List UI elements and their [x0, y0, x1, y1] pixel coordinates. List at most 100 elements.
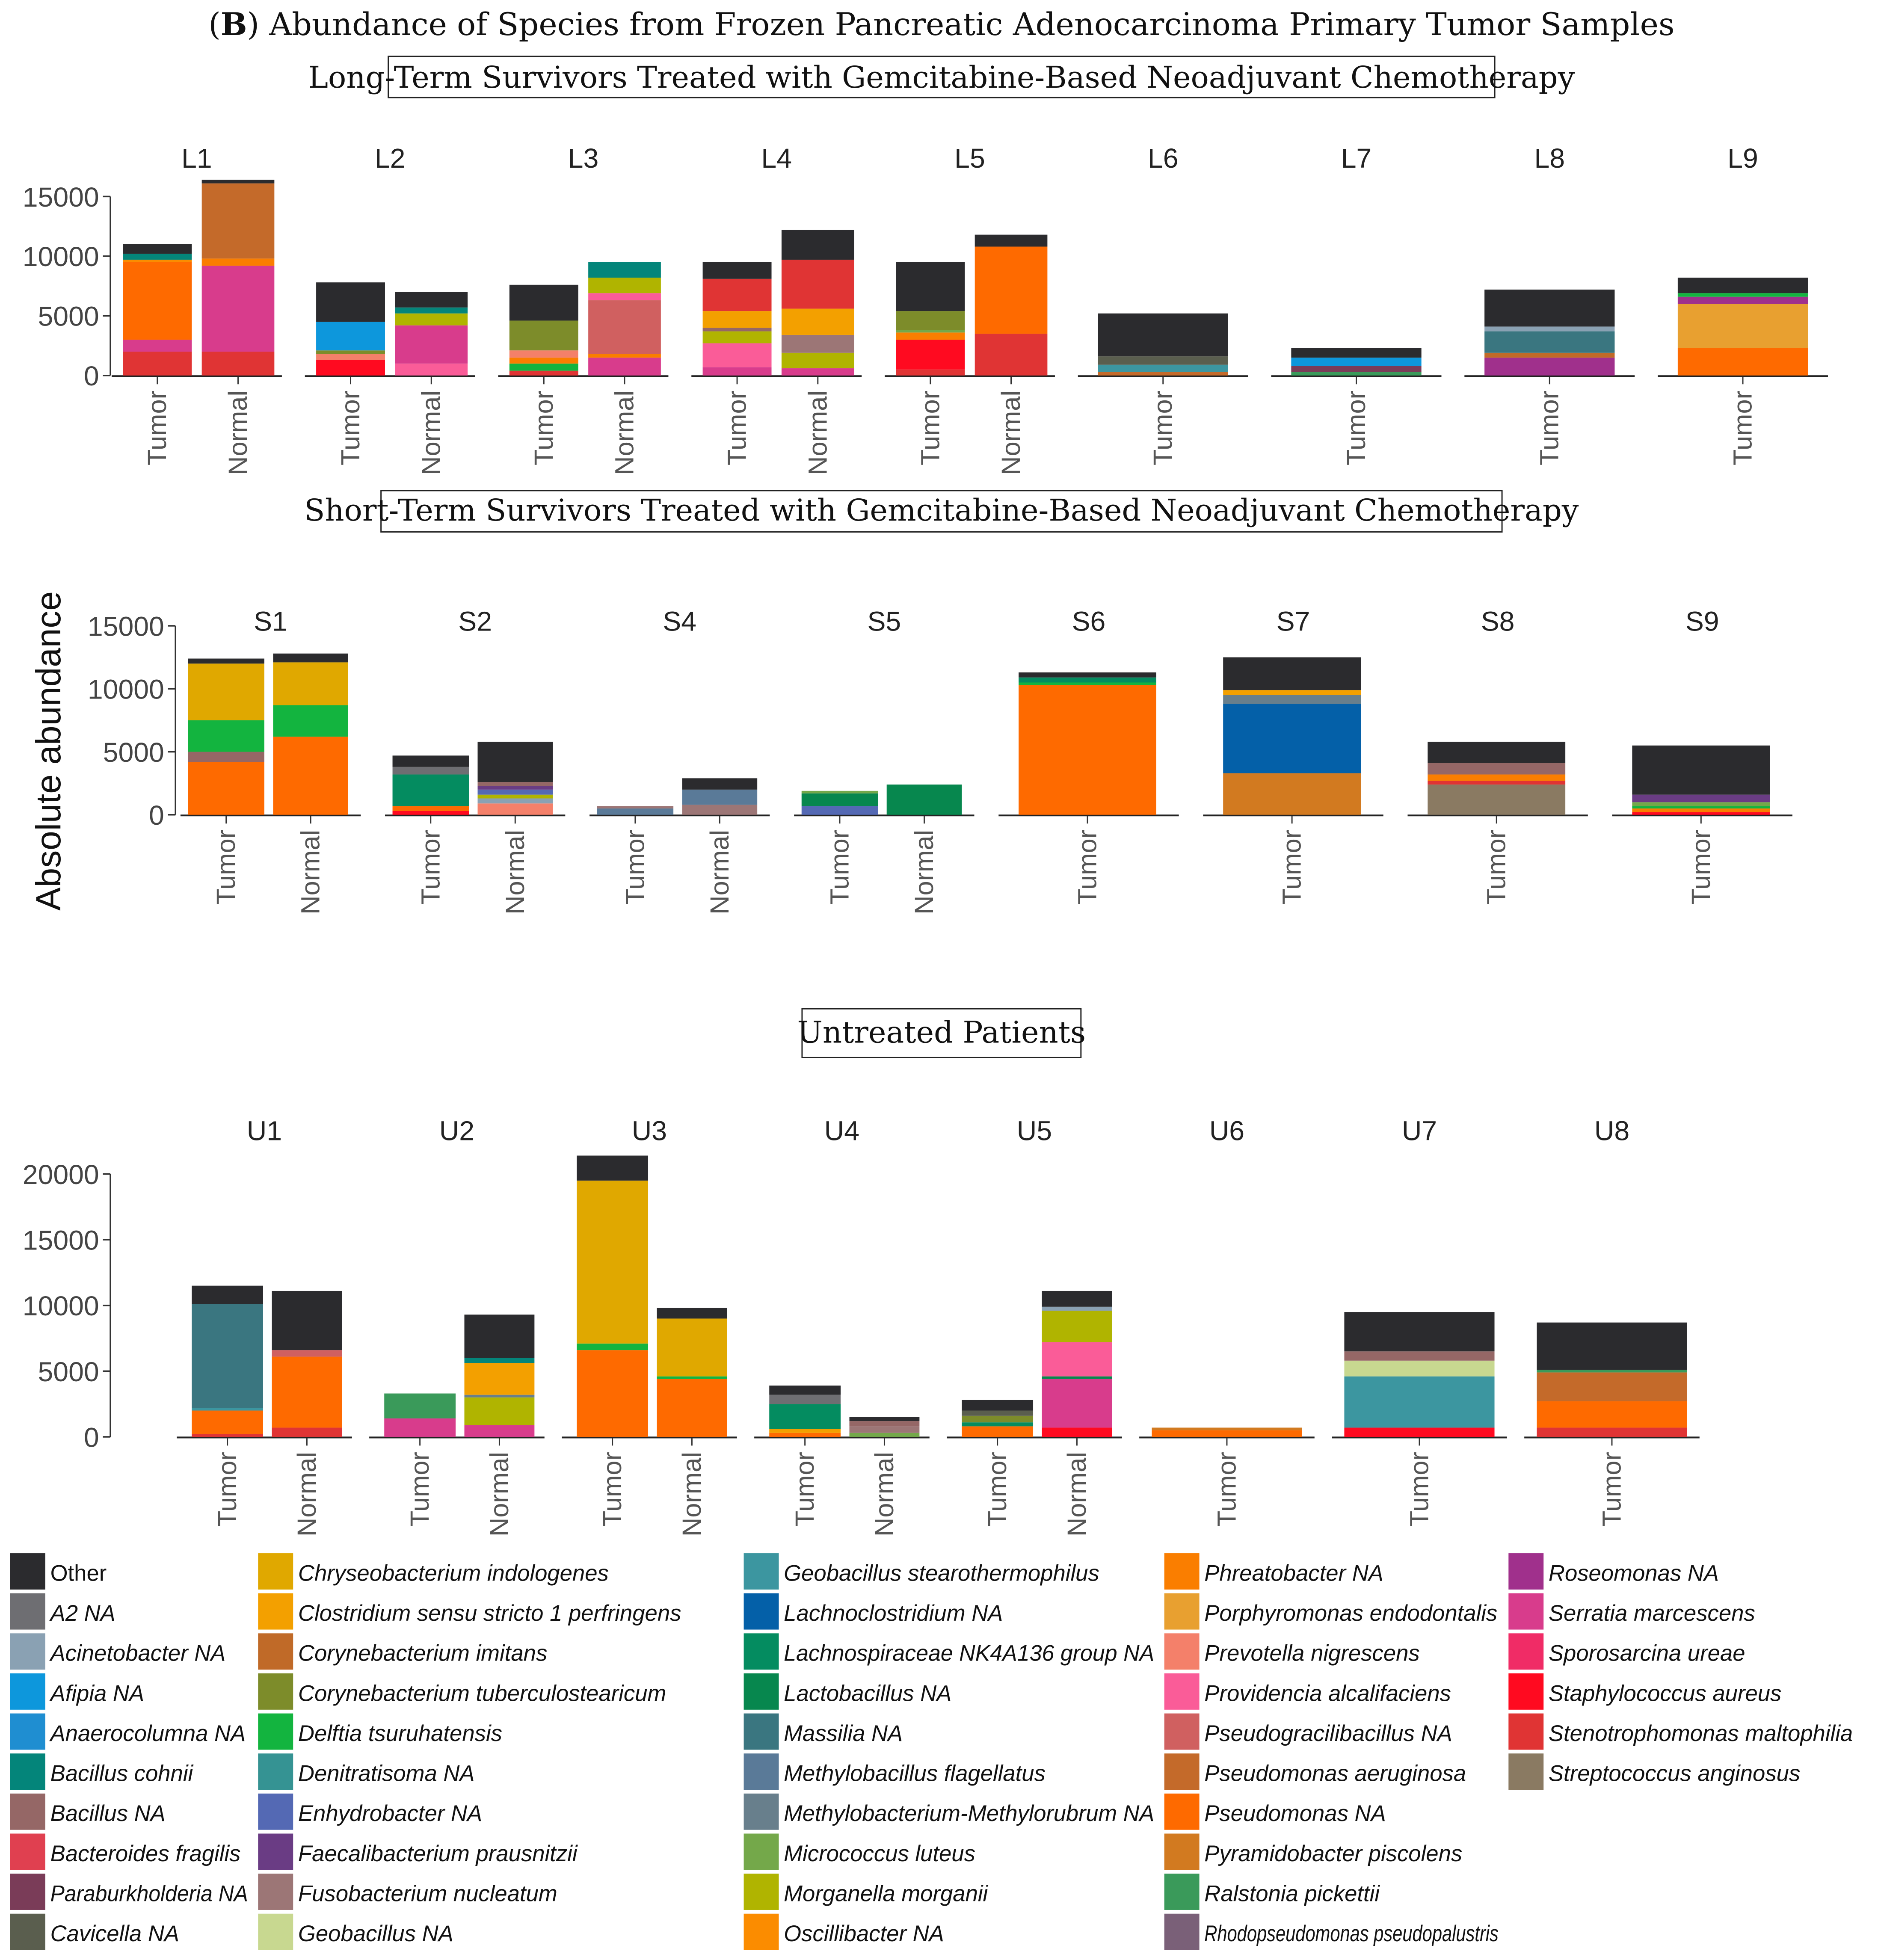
- x-tick-label: Tumor: [1686, 830, 1716, 905]
- x-tick-label: Tumor: [1277, 830, 1307, 905]
- bar-segment: [1484, 331, 1615, 353]
- legend-item: Pseudomonas NA: [1164, 1793, 1386, 1830]
- bar-segment: [188, 658, 264, 664]
- legend-swatch: [743, 1833, 779, 1870]
- group-label: L9: [1727, 143, 1758, 174]
- legend-label: Methylobacterium-Methylorubrum NA: [784, 1801, 1154, 1826]
- bar-segment: [975, 246, 1048, 334]
- bar-segment: [1677, 278, 1808, 293]
- legend-label: Roseomonas NA: [1549, 1560, 1719, 1586]
- y-tick-label: 15000: [23, 182, 99, 213]
- legend-label: Acinetobacter NA: [49, 1641, 226, 1666]
- bar-segment: [1632, 806, 1770, 809]
- y-tick-label: 10000: [23, 241, 99, 272]
- bar-segment: [577, 1350, 649, 1437]
- y-tick-label: 0: [149, 800, 164, 831]
- bar-segment: [1042, 1306, 1112, 1311]
- x-tick-label: Tumor: [723, 391, 752, 465]
- bar-segment: [781, 230, 854, 260]
- bar-segment: [702, 278, 772, 311]
- group-label: S4: [663, 606, 696, 637]
- legend-label: Morganella morganii: [784, 1881, 988, 1906]
- panel-title: Untreated Patients: [797, 1015, 1086, 1050]
- bar-segment: [1537, 1370, 1687, 1373]
- legend-swatch: [258, 1793, 293, 1830]
- legend-item: A2 NA: [10, 1593, 116, 1630]
- bar-segment: [657, 1318, 727, 1377]
- bar-segment: [509, 320, 578, 351]
- legend-label: Massilia NA: [784, 1721, 903, 1746]
- bar-segment: [682, 778, 758, 790]
- legend-swatch: [1508, 1713, 1544, 1750]
- x-tick-label: Tumor: [416, 830, 445, 905]
- y-tick-label: 5000: [103, 737, 164, 768]
- bar-segment: [1291, 348, 1422, 358]
- legend-item: Streptococcus anginosus: [1508, 1753, 1800, 1790]
- bar-segment: [477, 794, 553, 799]
- legend-swatch: [10, 1833, 45, 1870]
- bar-segment: [477, 789, 553, 795]
- bar-segment: [1428, 763, 1566, 775]
- bar-segment: [588, 300, 661, 354]
- bar-segment: [1484, 289, 1615, 327]
- group-label: L5: [954, 143, 985, 174]
- legend-swatch: [743, 1793, 779, 1830]
- bar-segment: [896, 311, 965, 330]
- legend-swatch: [1508, 1553, 1544, 1590]
- legend-swatch: [258, 1593, 293, 1630]
- legend-swatch: [743, 1913, 779, 1950]
- bar-segment: [384, 1418, 456, 1437]
- legend-item: Enhydrobacter NA: [258, 1793, 482, 1830]
- bar-segment: [1344, 1376, 1495, 1428]
- group-L5: L5 Tumor Normal: [885, 143, 1055, 475]
- bar-segment: [201, 180, 275, 184]
- group-label: U8: [1594, 1116, 1629, 1146]
- legend-swatch: [10, 1673, 45, 1710]
- x-tick-label: Tumor: [1148, 391, 1178, 465]
- legend-label: Cavicella NA: [50, 1921, 179, 1946]
- bar-segment: [1042, 1379, 1112, 1428]
- bar-segment: [188, 720, 264, 752]
- legend-label: Faecalibacterium prausnitzii: [298, 1841, 578, 1866]
- y-tick-label: 0: [84, 1422, 99, 1453]
- x-tick-label: Tumor: [598, 1452, 627, 1527]
- bar-segment: [477, 741, 553, 782]
- x-tick-label: Tumor: [1728, 391, 1758, 465]
- legend-item: Micrococcus luteus: [743, 1833, 975, 1870]
- bar-segment: [1042, 1376, 1112, 1379]
- legend-item: Paraburkholderia NA: [10, 1874, 248, 1910]
- bar-segment: [682, 805, 758, 815]
- legend-swatch: [743, 1874, 779, 1910]
- legend-swatch: [1164, 1553, 1200, 1590]
- bar-segment: [201, 266, 275, 352]
- bar-segment: [316, 282, 385, 322]
- legend-swatch: [10, 1793, 45, 1830]
- bar-segment: [849, 1421, 920, 1427]
- bar-segment: [1019, 677, 1156, 683]
- group-label: L7: [1341, 143, 1372, 174]
- bar-segment: [464, 1395, 535, 1397]
- y-tick-label: 20000: [23, 1159, 99, 1190]
- bar-segment: [188, 663, 264, 720]
- bar-segment: [273, 653, 348, 663]
- bar-segment: [849, 1426, 920, 1433]
- bar-segment: [123, 262, 192, 340]
- legend-swatch: [258, 1833, 293, 1870]
- y-tick-label: 5000: [38, 1356, 99, 1387]
- legend-label: Stenotrophomonas maltophilia: [1549, 1721, 1853, 1746]
- bar-segment: [781, 260, 854, 309]
- bar-segment: [1019, 682, 1156, 685]
- x-tick-label: Normal: [223, 391, 253, 475]
- bar-segment: [1291, 372, 1422, 376]
- bar-segment: [1632, 812, 1770, 815]
- y-tick-label: 0: [84, 361, 99, 391]
- bar-segment: [1537, 1372, 1687, 1402]
- bar-segment: [1484, 357, 1615, 376]
- legend-item: Lactobacillus NA: [743, 1673, 951, 1710]
- group-label: L1: [181, 143, 212, 174]
- bar-segment: [781, 368, 854, 376]
- x-tick-label: Normal: [705, 830, 735, 915]
- legend-label: Phreatobacter NA: [1204, 1560, 1383, 1586]
- group-label: L3: [568, 143, 599, 174]
- legend-item: Morganella morganii: [743, 1874, 989, 1910]
